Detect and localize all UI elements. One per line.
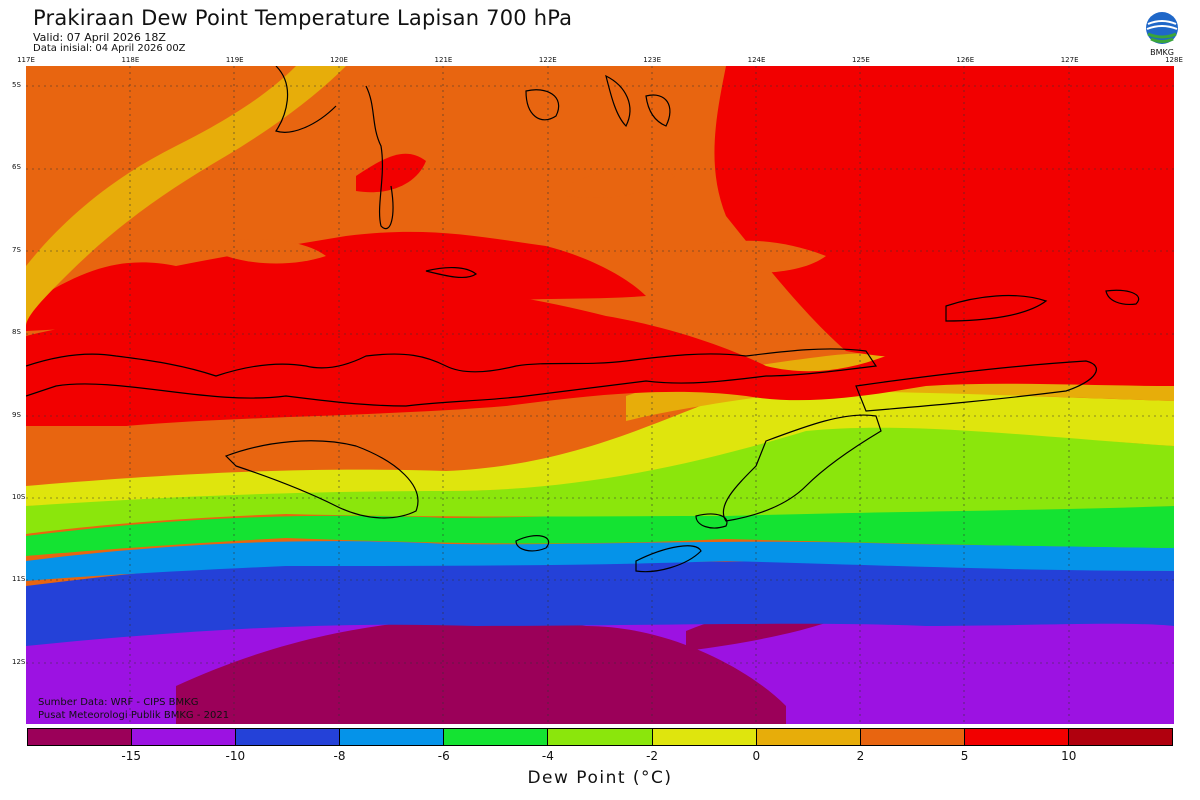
colorbar-tick-label: 0 [752,749,761,763]
lat-label-6S: 6S [12,163,21,172]
band-yellow [26,388,1174,506]
colorbar-segment [860,729,965,745]
bmkg-logo: BMKG [1142,10,1182,58]
lat-label-7S: 7S [12,245,21,254]
lat-label-12S: 12S [12,657,26,666]
center-credit: Pusat Meteorologi Publik BMKG - 2021 [38,710,230,721]
colorbar-segment [28,729,133,745]
colorbar-tick-label: -4 [541,749,554,763]
band-blue [26,561,1174,646]
colorbar-segment [132,729,237,745]
colorbar-title: Dew Point (°C) [527,768,673,788]
lat-lon-grid [26,66,1174,724]
lon-label-128E: 128E [1165,56,1183,64]
source-credit: Sumber Data: WRF - CIPS BMKG [38,697,199,708]
lon-label-119E: 119E [225,56,244,64]
colorbar-tick-label: -8 [333,749,346,763]
colorbar-segment [964,729,1069,745]
colorbar-segment [444,729,549,745]
lat-label-9S: 9S [12,410,21,419]
colorbar-segment [756,729,861,745]
lon-label-118E: 118E [121,56,140,64]
band-red-ne [714,66,1174,366]
colorbar-tick-label: 5 [960,749,969,763]
colorbar-segment [548,729,653,745]
valid-time: Valid: 07 April 2026 18Z [33,31,166,44]
lon-label-117E: 117E [17,56,35,64]
map-title: Prakiraan Dew Point Temperature Lapisan … [33,6,573,30]
coastlines [25,65,1140,573]
lon-label-126E: 126E [956,56,975,64]
lon-label-127E: 127E [1060,56,1079,64]
band-cyan [26,541,1174,581]
band-green [26,506,1174,556]
colorbar-tick-label: 10 [1061,749,1077,763]
colorbar [27,728,1173,746]
colorbar-segment [236,729,341,745]
lat-label-5S: 5S [12,81,21,89]
colorbar-tick-label: -10 [225,749,246,763]
colorbar-segment [1068,729,1173,745]
lon-label-121E: 121E [434,56,453,64]
logo-text: BMKG [1150,48,1174,57]
band-red-belt [26,289,1174,426]
band-magenta [176,618,786,724]
lon-label-123E: 123E [643,56,662,64]
lat-label-10S: 10S [12,493,26,501]
lat-label-11S: 11S [12,575,26,584]
initial-data-time: Data inisial: 04 April 2026 00Z [33,43,186,54]
lon-label-120E: 120E [330,56,348,64]
bmkg-logo-icon: BMKG [1146,12,1178,57]
dew-point-map [25,65,1174,724]
band-amber-nw [26,66,346,326]
colorbar-tick-label: -2 [646,749,659,763]
colorbar-segment [652,729,757,745]
lon-label-124E: 124E [747,56,766,64]
dew-point-field [25,65,1174,724]
lon-label-122E: 122E [538,56,557,64]
lon-label-125E: 125E [852,56,870,64]
colorbar-tick-label: 2 [856,749,865,763]
colorbar-segment [340,729,445,745]
colorbar-tick-label: -15 [121,749,141,763]
lat-label-8S: 8S [12,328,21,337]
colorbar-tick-label: -6 [437,749,450,763]
